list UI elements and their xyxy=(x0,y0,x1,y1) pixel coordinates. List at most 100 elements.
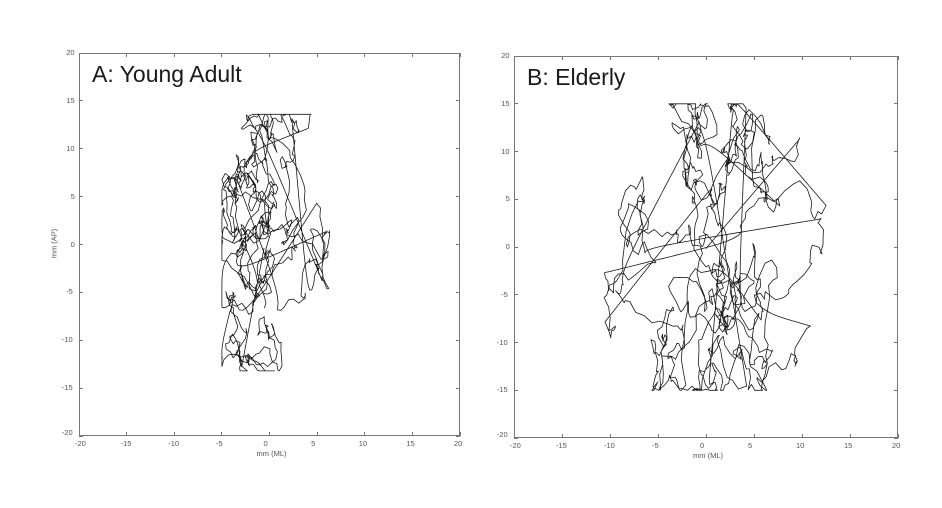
y-tick-label: 0 xyxy=(70,239,75,249)
x-tick-mark xyxy=(513,56,515,60)
x-tick-mark xyxy=(801,56,803,60)
x-tick-label: 20 xyxy=(454,439,463,448)
x-tick-label: 20 xyxy=(892,441,901,450)
y-tick-mark xyxy=(514,437,518,439)
x-tick-mark xyxy=(126,432,128,436)
x-tick-mark xyxy=(78,53,80,57)
y-tick-label: 10 xyxy=(66,143,75,153)
x-tick-mark xyxy=(897,56,899,60)
y-tick-label: -10 xyxy=(496,337,508,347)
x-tick-label: -10 xyxy=(168,439,180,448)
y-tick-mark xyxy=(79,244,83,245)
y-tick-mark xyxy=(894,198,898,200)
x-tick-label: 10 xyxy=(796,441,805,450)
x-tick-label: 15 xyxy=(406,439,415,448)
y-tick-mark xyxy=(79,291,83,293)
y-tick-mark xyxy=(79,100,83,102)
x-axis-label-a: mm (ML) xyxy=(256,449,287,458)
x-axis-label-b: mm (ML) xyxy=(693,451,723,460)
y-tick-label: -20 xyxy=(496,430,508,439)
x-tick-mark xyxy=(753,434,755,438)
y-tick-mark xyxy=(456,435,460,437)
x-tick-mark xyxy=(221,53,223,57)
x-tick-mark xyxy=(849,434,851,438)
x-tick-mark xyxy=(561,434,563,438)
x-tick-mark xyxy=(411,432,413,436)
y-tick-mark xyxy=(514,151,518,152)
y-tick-mark xyxy=(79,148,83,150)
y-tick-label: -15 xyxy=(61,383,73,393)
x-tick-label: 0 xyxy=(263,439,268,448)
x-tick-mark xyxy=(753,56,755,60)
x-tick-mark xyxy=(126,53,128,57)
x-tick-mark xyxy=(173,53,175,57)
panel-title-b: B: Elderly xyxy=(527,64,626,90)
y-tick-mark xyxy=(894,342,898,343)
x-tick-label: -15 xyxy=(556,441,567,450)
y-tick-label: -15 xyxy=(496,385,508,395)
y-tick-mark xyxy=(456,244,460,245)
x-tick-label: -20 xyxy=(75,439,86,448)
x-tick-label: -10 xyxy=(604,441,615,450)
y-tick-mark xyxy=(79,196,83,198)
y-tick-mark xyxy=(514,294,518,296)
x-tick-mark xyxy=(459,53,461,57)
x-tick-mark xyxy=(78,432,80,436)
y-tick-mark xyxy=(894,103,898,105)
x-tick-mark xyxy=(269,53,270,57)
x-tick-label: 5 xyxy=(311,439,316,448)
y-tick-mark xyxy=(79,52,83,54)
y-tick-mark xyxy=(894,389,898,391)
y-tick-label: 15 xyxy=(501,98,510,108)
y-tick-label: -20 xyxy=(61,428,73,437)
x-tick-label: -20 xyxy=(510,441,521,450)
x-tick-label: -5 xyxy=(215,439,223,448)
y-tick-label: -5 xyxy=(66,287,73,297)
y-tick-mark xyxy=(456,100,460,102)
y-tick-label: 5 xyxy=(70,191,75,201)
cop-trajectory-line xyxy=(221,113,330,372)
x-tick-mark xyxy=(801,434,803,438)
x-tick-label: 0 xyxy=(700,441,705,450)
x-tick-label: 5 xyxy=(748,441,753,450)
x-tick-mark xyxy=(897,434,899,438)
y-tick-label: -10 xyxy=(61,335,73,345)
y-tick-label: 5 xyxy=(505,194,510,204)
y-tick-mark xyxy=(79,339,83,341)
x-tick-mark xyxy=(561,56,563,60)
y-tick-mark xyxy=(79,435,83,437)
panel-title-a: A: Young Adult xyxy=(92,61,242,87)
x-tick-mark xyxy=(459,432,461,436)
y-tick-label: 10 xyxy=(501,146,510,156)
x-tick-mark xyxy=(609,434,611,438)
y-tick-mark xyxy=(514,246,518,248)
x-tick-mark xyxy=(316,432,318,436)
y-tick-mark xyxy=(456,387,460,389)
x-tick-mark xyxy=(657,56,659,60)
y-tick-mark xyxy=(894,246,898,248)
y-tick-label: 20 xyxy=(66,48,75,57)
y-tick-label: 15 xyxy=(66,95,75,105)
y-tick-mark xyxy=(514,198,518,200)
x-tick-mark xyxy=(705,56,707,60)
y-tick-mark xyxy=(456,196,460,198)
y-tick-mark xyxy=(894,437,898,439)
x-tick-label: 10 xyxy=(358,439,368,448)
x-tick-mark xyxy=(705,434,707,438)
x-tick-mark xyxy=(364,432,366,436)
x-tick-label: -15 xyxy=(120,439,132,448)
cop-trajectory-line xyxy=(603,103,827,391)
y-tick-mark xyxy=(514,389,518,391)
x-tick-label: -5 xyxy=(652,441,659,450)
y-tick-mark xyxy=(894,294,898,296)
y-tick-label: 20 xyxy=(501,51,510,60)
y-tick-mark xyxy=(514,103,518,105)
x-tick-mark xyxy=(269,432,270,436)
y-tick-label: 0 xyxy=(505,242,510,251)
x-tick-mark xyxy=(609,56,611,60)
y-tick-mark xyxy=(456,339,460,341)
x-tick-mark xyxy=(411,53,413,57)
x-tick-label: 15 xyxy=(844,441,853,450)
y-tick-mark xyxy=(79,387,83,389)
